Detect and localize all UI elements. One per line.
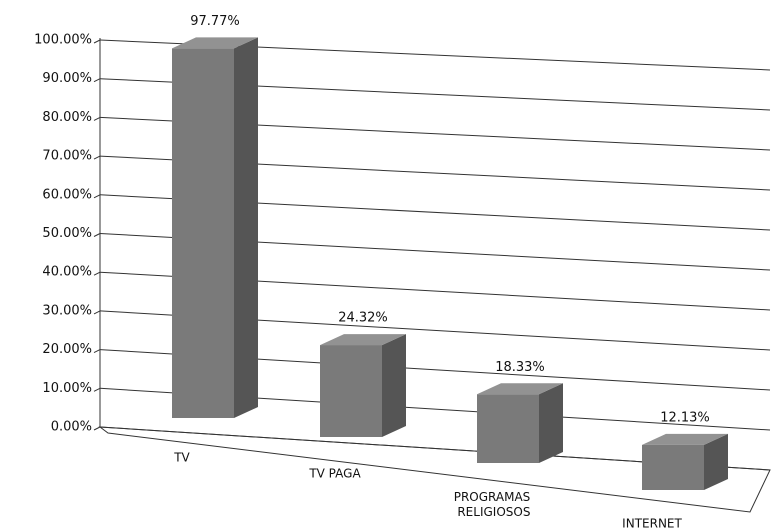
tick-mark — [93, 310, 101, 315]
tick-mark — [93, 271, 101, 276]
tick-mark — [93, 233, 101, 237]
y-tick-label: 10.00% — [42, 381, 92, 396]
y-tick-label: 30.00% — [42, 303, 92, 318]
y-tick-label: 100.00% — [34, 33, 92, 48]
bar-side — [234, 37, 258, 418]
bar-top — [642, 433, 728, 445]
bar-side — [539, 383, 563, 463]
x-tick-label: TV — [173, 451, 190, 465]
tick-mark — [93, 349, 101, 354]
value-label: 24.32% — [338, 311, 388, 326]
bar-top — [477, 383, 563, 395]
x-tick-label-line: RELIGIOSOS — [454, 505, 531, 519]
bar — [642, 444, 704, 490]
value-label: 97.77% — [190, 14, 240, 29]
y-tick-label: 50.00% — [42, 226, 92, 241]
y-tick-label: 90.00% — [42, 71, 92, 86]
tick-mark — [93, 387, 101, 392]
tick-mark — [93, 39, 101, 44]
x-tick-label: PROGRAMAS RELIGIOSOS — [454, 490, 531, 519]
y-tick-label: 70.00% — [42, 149, 92, 164]
bar-top — [320, 334, 406, 346]
tick-mark — [93, 78, 101, 83]
bar — [320, 345, 382, 437]
tick-mark — [93, 116, 101, 121]
value-label: 12.13% — [660, 410, 710, 425]
y-tick-label: 60.00% — [42, 187, 92, 202]
y-tick-label: 40.00% — [42, 265, 92, 280]
tick-mark — [93, 426, 101, 431]
bar-top — [172, 37, 258, 49]
y-tick-label: 80.00% — [42, 110, 92, 125]
x-tick-label-line: PROGRAMAS — [454, 490, 531, 504]
bar — [477, 394, 539, 463]
y-tick-label: 0.00% — [51, 420, 92, 435]
value-label: 18.33% — [495, 360, 545, 375]
tick-mark — [93, 194, 101, 199]
bar-side — [382, 334, 406, 437]
x-tick-label: INTERNET — [622, 517, 682, 531]
tick-mark — [93, 155, 101, 160]
bar — [172, 48, 234, 418]
bar-side — [704, 433, 728, 490]
y-tick-label: 20.00% — [42, 342, 92, 357]
x-tick-label: TV PAGA — [308, 467, 361, 481]
